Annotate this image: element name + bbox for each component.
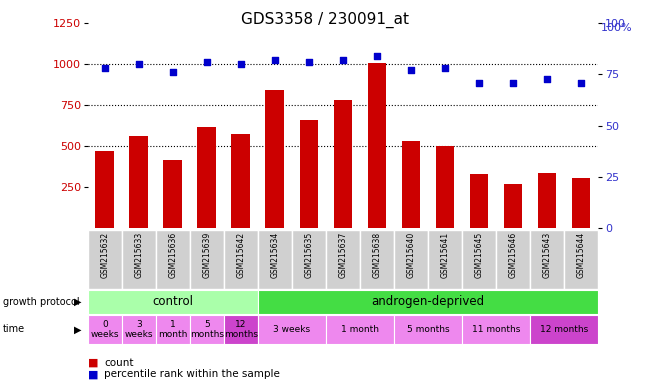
Text: GSM215644: GSM215644: [577, 232, 586, 278]
Bar: [224, 230, 258, 289]
Text: GSM215638: GSM215638: [372, 232, 382, 278]
Bar: [530, 230, 564, 289]
Text: GSM215645: GSM215645: [474, 232, 484, 278]
Bar: [367, 63, 386, 228]
Point: [270, 57, 280, 63]
Text: growth protocol: growth protocol: [3, 296, 80, 307]
Bar: [88, 290, 258, 314]
Text: percentile rank within the sample: percentile rank within the sample: [104, 369, 280, 379]
Bar: [96, 151, 114, 228]
Text: GSM215643: GSM215643: [543, 232, 551, 278]
Bar: [394, 230, 428, 289]
Bar: [571, 178, 590, 228]
Text: 12 months: 12 months: [540, 325, 588, 334]
Bar: [88, 315, 122, 344]
Point: [576, 79, 586, 86]
Bar: [496, 230, 530, 289]
Text: 12
months: 12 months: [224, 319, 258, 339]
Point: [338, 57, 348, 63]
Text: GSM215637: GSM215637: [339, 232, 347, 278]
Text: 3 weeks: 3 weeks: [273, 325, 311, 334]
Bar: [530, 315, 598, 344]
Point: [439, 65, 450, 71]
Point: [541, 75, 552, 81]
Text: GSM215632: GSM215632: [100, 232, 109, 278]
Text: count: count: [104, 358, 133, 368]
Bar: [300, 120, 318, 228]
Point: [406, 67, 416, 73]
Bar: [469, 174, 488, 228]
Point: [133, 61, 144, 67]
Text: ▶: ▶: [73, 296, 81, 307]
Bar: [224, 315, 258, 344]
Text: ■: ■: [88, 358, 98, 368]
Text: ■: ■: [88, 369, 98, 379]
Text: GSM215642: GSM215642: [237, 232, 245, 278]
Text: 3
weeks: 3 weeks: [125, 319, 153, 339]
Text: GSM215639: GSM215639: [202, 232, 211, 278]
Text: control: control: [152, 295, 193, 308]
Bar: [258, 290, 598, 314]
Bar: [326, 315, 394, 344]
Text: 5
months: 5 months: [190, 319, 224, 339]
Bar: [190, 315, 224, 344]
Bar: [428, 230, 462, 289]
Point: [372, 53, 382, 59]
Point: [235, 61, 246, 67]
Bar: [190, 230, 224, 289]
Bar: [326, 230, 360, 289]
Bar: [156, 230, 190, 289]
Text: GDS3358 / 230091_at: GDS3358 / 230091_at: [241, 12, 409, 28]
Bar: [258, 315, 326, 344]
Bar: [122, 315, 156, 344]
Text: 100%: 100%: [601, 23, 633, 33]
Bar: [156, 315, 190, 344]
Bar: [333, 100, 352, 228]
Text: GSM215634: GSM215634: [270, 232, 280, 278]
Bar: [198, 127, 216, 228]
Text: ▶: ▶: [73, 324, 81, 334]
Text: GSM215641: GSM215641: [441, 232, 449, 278]
Text: time: time: [3, 324, 25, 334]
Point: [99, 65, 110, 71]
Text: 5 months: 5 months: [407, 325, 449, 334]
Bar: [402, 141, 421, 228]
Bar: [88, 230, 122, 289]
Point: [474, 79, 484, 86]
Bar: [258, 230, 292, 289]
Text: GSM215635: GSM215635: [304, 232, 313, 278]
Bar: [564, 230, 598, 289]
Bar: [360, 230, 394, 289]
Text: GSM215633: GSM215633: [135, 232, 143, 278]
Text: 1
month: 1 month: [158, 319, 187, 339]
Point: [202, 59, 212, 65]
Bar: [129, 136, 148, 228]
Text: GSM215636: GSM215636: [168, 232, 177, 278]
Text: GSM215646: GSM215646: [508, 232, 517, 278]
Text: 1 month: 1 month: [341, 325, 379, 334]
Bar: [538, 172, 556, 228]
Point: [168, 69, 178, 75]
Bar: [436, 146, 454, 228]
Bar: [462, 315, 530, 344]
Text: 0
weeks: 0 weeks: [90, 319, 119, 339]
Bar: [504, 184, 523, 228]
Bar: [292, 230, 326, 289]
Text: 11 months: 11 months: [472, 325, 520, 334]
Bar: [462, 230, 496, 289]
Point: [508, 79, 518, 86]
Bar: [163, 160, 182, 228]
Bar: [122, 230, 156, 289]
Bar: [265, 90, 284, 228]
Text: GSM215640: GSM215640: [406, 232, 415, 278]
Point: [304, 59, 314, 65]
Text: androgen-deprived: androgen-deprived: [371, 295, 484, 308]
Bar: [231, 134, 250, 228]
Bar: [394, 315, 462, 344]
